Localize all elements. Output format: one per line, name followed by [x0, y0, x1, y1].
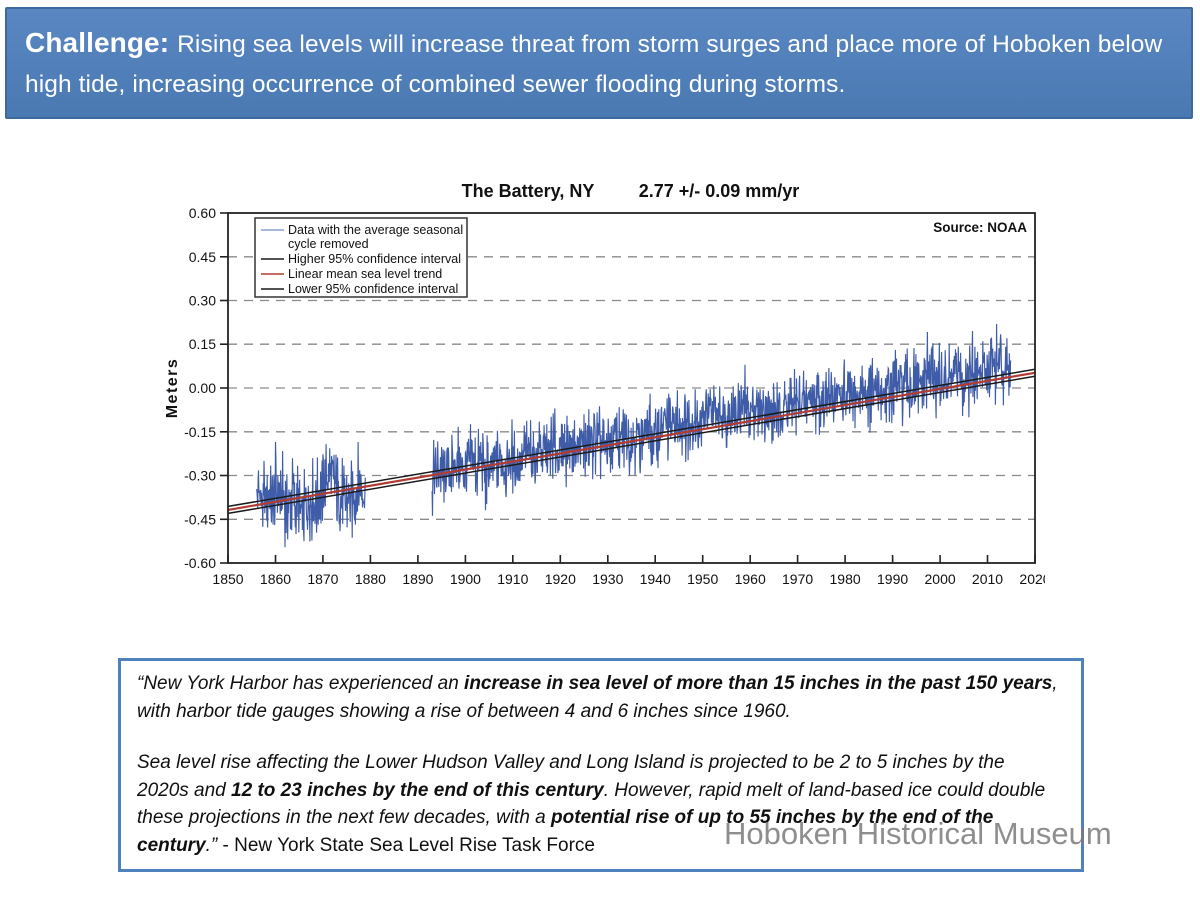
- legend-label: cycle removed: [288, 237, 369, 251]
- source-label: Source: NOAA: [933, 220, 1027, 235]
- sea-level-chart: The Battery, NY 2.77 +/- 0.09 mm/yr 0.60 0.…: [160, 170, 1051, 610]
- svg-text:1940: 1940: [640, 571, 671, 587]
- svg-text:1870: 1870: [307, 571, 338, 587]
- svg-text:The Battery, NY: The Battery, NY: [462, 181, 595, 201]
- banner-prefix: Challenge:: [25, 27, 170, 58]
- quote-text: “New York Harbor has experienced an incr…: [121, 661, 1081, 859]
- svg-text:0.60: 0.60: [189, 205, 216, 221]
- svg-text:1860: 1860: [260, 571, 291, 587]
- x-axis: 1850 1860 1870 1880 1890 1900 1910 1920 1930 1940…: [212, 555, 1051, 587]
- svg-text:2020: 2020: [1019, 571, 1045, 587]
- svg-text:-0.45: -0.45: [184, 511, 216, 527]
- svg-text:1930: 1930: [592, 571, 623, 587]
- data-series: [255, 323, 1012, 548]
- svg-text:0.15: 0.15: [189, 336, 216, 352]
- svg-text:0.00: 0.00: [189, 380, 216, 396]
- y-axis: 0.60 0.45 0.30 0.15 0.00 -0.15 -0.30 -0.45 -0.60…: [164, 205, 228, 571]
- svg-text:1890: 1890: [402, 571, 433, 587]
- svg-text:1850: 1850: [212, 571, 243, 587]
- quote-box: “New York Harbor has experienced an incr…: [118, 658, 1084, 872]
- svg-text:0.30: 0.30: [189, 293, 216, 309]
- svg-text:-0.15: -0.15: [184, 424, 216, 440]
- svg-text:1910: 1910: [497, 571, 528, 587]
- legend-label: Higher 95% confidence interval: [288, 252, 461, 266]
- svg-text:1980: 1980: [830, 571, 861, 587]
- svg-text:Meters: Meters: [164, 358, 181, 419]
- svg-text:1950: 1950: [687, 571, 718, 587]
- svg-text:-0.30: -0.30: [184, 468, 216, 484]
- trend-line: [227, 368, 1036, 515]
- svg-text:2000: 2000: [925, 571, 956, 587]
- svg-text:0.45: 0.45: [189, 249, 216, 265]
- quote-paragraph: “New York Harbor has experienced an incr…: [137, 673, 1058, 722]
- svg-text:-0.60: -0.60: [184, 555, 216, 571]
- banner-text: Rising sea levels will increase threat f…: [25, 31, 1163, 98]
- challenge-banner: Challenge: Rising sea levels will increas…: [5, 7, 1193, 119]
- chart-svg: The Battery, NY 2.77 +/- 0.09 mm/yr0.600.…: [164, 181, 1051, 587]
- legend-label: Linear mean sea level trend: [288, 267, 442, 281]
- svg-text:1970: 1970: [782, 571, 813, 587]
- svg-text:1920: 1920: [545, 571, 576, 587]
- svg-text:2010: 2010: [972, 571, 1003, 587]
- watermark: Hoboken Historical Museum: [724, 816, 1112, 851]
- svg-text:1960: 1960: [735, 571, 766, 587]
- legend-label: Data with the average seasonal: [288, 223, 463, 237]
- svg-text:2.77 +/- 0.09 mm/yr: 2.77 +/- 0.09 mm/yr: [639, 181, 800, 201]
- quote-paragraph: Sea level rise affecting the Lower Hudso…: [137, 752, 1046, 856]
- legend-label: Lower 95% confidence interval: [288, 282, 458, 296]
- svg-text:1900: 1900: [450, 571, 481, 587]
- svg-text:1880: 1880: [355, 571, 386, 587]
- chart-title: The Battery, NY 2.77 +/- 0.09 mm/yr: [462, 181, 800, 201]
- svg-text:1990: 1990: [877, 571, 908, 587]
